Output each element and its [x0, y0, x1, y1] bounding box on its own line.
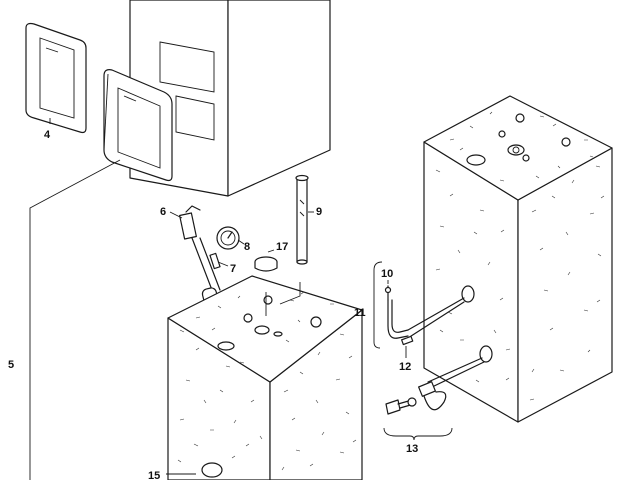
label-10: 10: [381, 268, 393, 280]
cap: [254, 256, 278, 272]
clip: [209, 252, 221, 270]
label-13: 13: [406, 443, 418, 455]
label-17: 17: [276, 241, 288, 253]
label-12: 12: [399, 361, 411, 373]
callout-leaders: [29, 118, 453, 480]
storage-tank-rear: [423, 95, 613, 423]
label-15: 15: [148, 470, 160, 480]
cable-connector: [385, 357, 485, 415]
storage-tank-front: [167, 275, 363, 480]
front-panel-front: [103, 69, 173, 182]
label-6: 6: [160, 206, 166, 218]
label-9: 9: [316, 206, 322, 218]
label-7: 7: [230, 263, 236, 275]
label-4: 4: [44, 129, 51, 141]
front-panel-rear: [25, 22, 87, 134]
immersion-tube: [295, 174, 309, 265]
sensor-assembly: [384, 285, 465, 346]
thermometer-dial: [216, 226, 240, 250]
label-11: 11: [354, 307, 366, 319]
part-labels: 4 5 6 7 8 9 10 11 12 13 15 17: [8, 129, 418, 480]
label-8: 8: [244, 241, 250, 253]
label-5: 5: [8, 359, 14, 371]
